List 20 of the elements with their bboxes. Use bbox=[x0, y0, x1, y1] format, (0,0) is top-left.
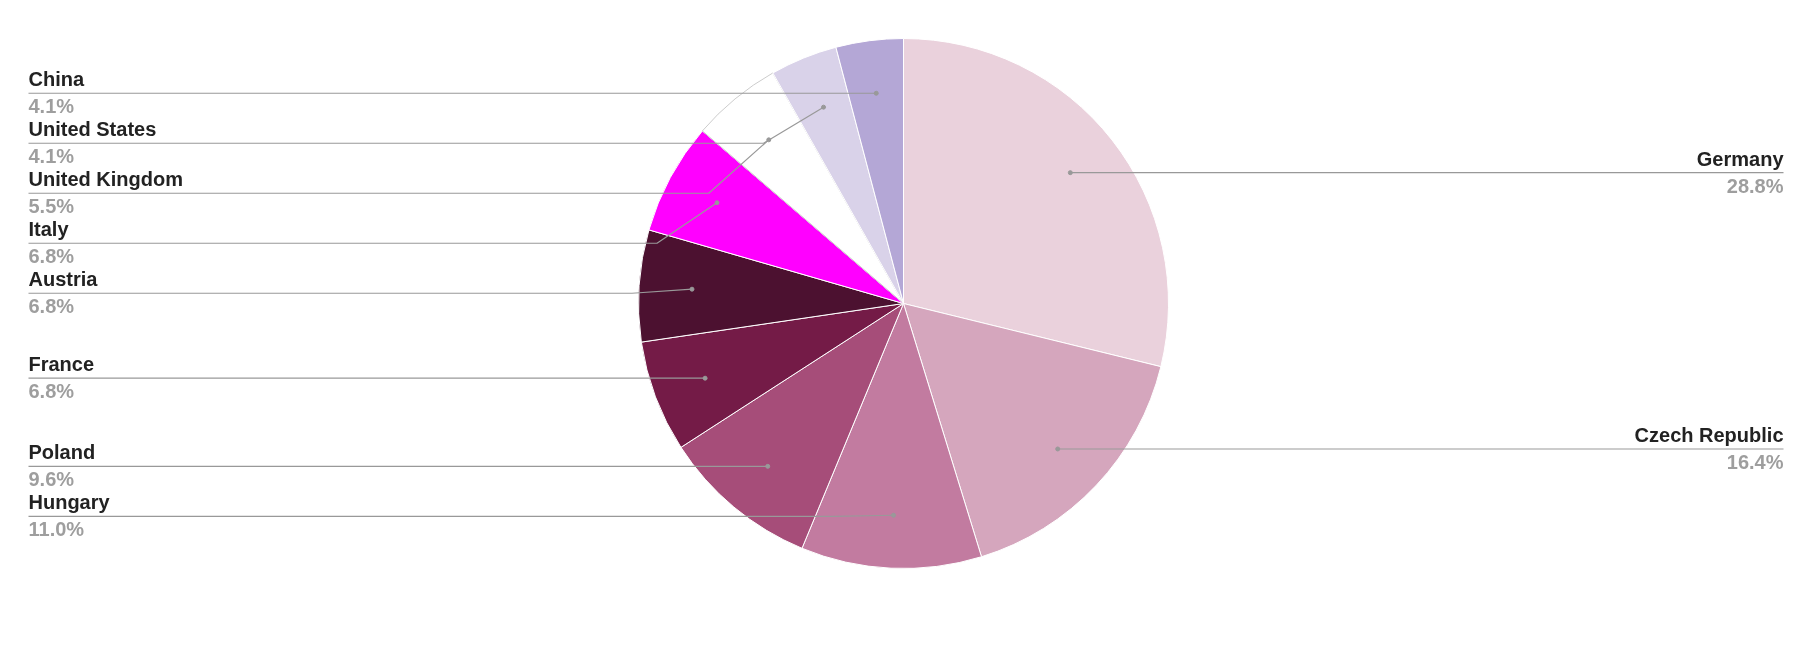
data-label: 11.0% bbox=[28, 518, 85, 541]
slice-label: Czech Republic bbox=[1634, 423, 1784, 446]
slice-label: Germany bbox=[1696, 147, 1785, 170]
slice-label: Hungary bbox=[28, 491, 111, 514]
data-label: 9.6% bbox=[28, 468, 75, 491]
data-label: 28.8% bbox=[1726, 174, 1784, 197]
slice-label: China bbox=[28, 68, 85, 91]
slice-label: Italy bbox=[28, 218, 70, 241]
data-label: 16.4% bbox=[1726, 450, 1784, 473]
data-label: 5.5% bbox=[28, 195, 75, 218]
data-label: 4.1% bbox=[28, 145, 75, 168]
slice-label: France bbox=[28, 353, 95, 376]
slice-label: United States bbox=[28, 118, 157, 141]
data-label: 6.8% bbox=[28, 295, 75, 318]
slice-label: Austria bbox=[28, 268, 99, 291]
slice-label: Poland bbox=[28, 441, 96, 464]
slice-label: United Kingdom bbox=[28, 168, 183, 191]
data-label: 6.8% bbox=[28, 245, 75, 268]
data-label: 4.1% bbox=[28, 95, 75, 118]
data-label: 6.8% bbox=[28, 380, 75, 403]
